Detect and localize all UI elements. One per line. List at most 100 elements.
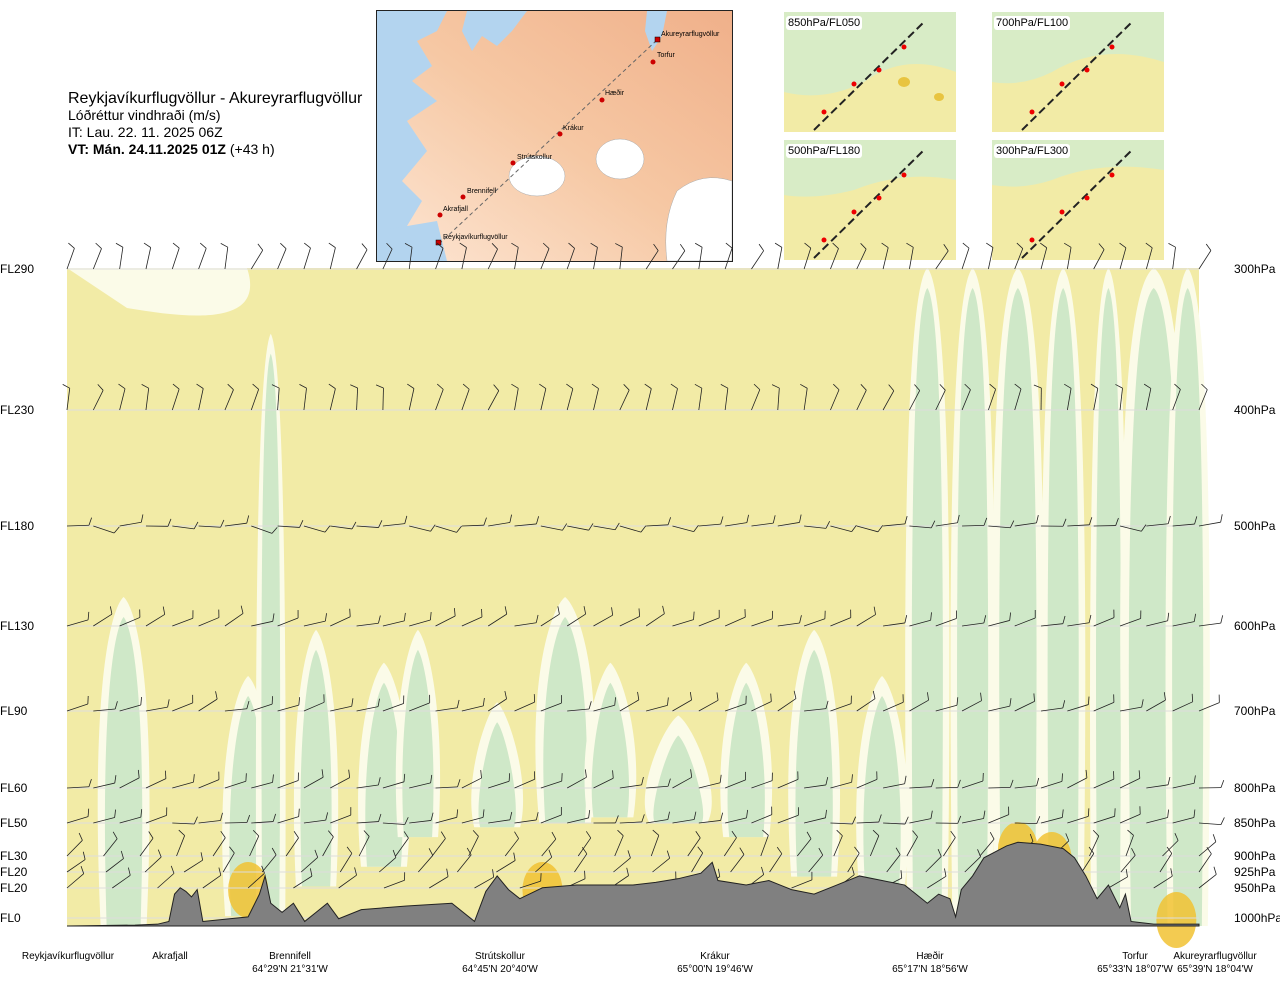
- waypoint-label-krakur: Krákur: [563, 125, 584, 132]
- wind-barb-shaft: [171, 247, 180, 270]
- wind-barb-feather: [641, 814, 645, 823]
- wind-barb-feather: [80, 866, 85, 874]
- y-label-right: 1000hPa: [1234, 911, 1280, 925]
- wind-barb-feather: [62, 384, 70, 389]
- x-location-name: Akureyrarflugvöllur: [1173, 951, 1257, 962]
- wind-barb-shaft: [540, 814, 562, 824]
- wind-barb-feather: [511, 242, 519, 248]
- wind-barb-shaft: [943, 837, 956, 857]
- wind-barb-shaft: [171, 388, 180, 411]
- wind-barb-feather: [462, 383, 470, 390]
- wind-barb-feather: [436, 242, 444, 249]
- wind-barb-shaft: [93, 525, 115, 534]
- wind-barb-shaft: [751, 701, 772, 712]
- wind-barb-feather: [825, 777, 829, 786]
- y-label-left: FL20: [0, 881, 28, 895]
- wind-barb-feather: [1090, 383, 1099, 389]
- wind-barb-shaft: [322, 836, 334, 857]
- wind-barb-feather: [97, 384, 104, 391]
- wind-barb-feather: [1193, 809, 1196, 818]
- wind-barb-feather: [535, 812, 539, 821]
- mini-map-700: 700hPa/FL100: [992, 12, 1164, 132]
- wind-barb-feather: [350, 384, 358, 389]
- wind-barb-feather: [652, 829, 660, 836]
- wind-barb-feather: [762, 829, 769, 836]
- wind-barb-shaft: [883, 523, 906, 527]
- wind-barb-shaft: [869, 835, 880, 857]
- wind-barb-feather: [825, 809, 827, 818]
- wind-barb-shaft: [409, 820, 432, 824]
- waypoint-marker-krakur: [557, 131, 563, 137]
- wind-barb-shaft: [833, 835, 843, 857]
- wind-barb-feather: [361, 243, 368, 250]
- x-location: Akureyrarflugvöllur 65°39'N 18°04'W: [1165, 950, 1265, 976]
- wind-barb-feather: [881, 242, 889, 248]
- wind-barb-feather: [377, 698, 380, 707]
- wind-barb-shaft: [300, 857, 318, 873]
- wind-barb-shaft: [961, 700, 982, 712]
- wind-barb-shaft: [1040, 707, 1063, 712]
- wind-barb-feather: [1138, 770, 1141, 779]
- wind-barb-shaft: [198, 388, 204, 411]
- wind-barb-shaft: [119, 816, 141, 824]
- wind-barb-feather: [1036, 777, 1040, 786]
- wind-barb-feather: [456, 809, 459, 818]
- wind-barb-feather: [584, 769, 587, 778]
- wind-barb-shaft: [172, 525, 195, 530]
- wind-barb-shaft: [803, 618, 826, 627]
- wind-barb-feather: [566, 383, 574, 390]
- wind-barb-shaft: [172, 822, 195, 825]
- wind-barb-shaft: [408, 247, 413, 270]
- wind-barb-feather: [483, 517, 487, 526]
- wind-barb-shaft: [935, 618, 957, 627]
- wind-barb-shaft: [619, 699, 640, 712]
- wind-barb-shaft: [435, 525, 457, 533]
- x-location-coord: 64°29'N 21°31'W: [252, 964, 328, 975]
- wind-barb-feather: [937, 848, 942, 857]
- wind-barb-feather: [1009, 612, 1011, 621]
- wind-barb-shaft: [882, 247, 889, 270]
- x-location: Reykjavíkurflugvöllur: [18, 950, 118, 963]
- wind-barb-shaft: [198, 525, 221, 528]
- wind-barb-shaft: [979, 838, 995, 857]
- wind-barb-feather: [354, 867, 357, 876]
- wind-barb-shaft: [1145, 247, 1153, 270]
- wind-barb-shaft: [856, 525, 879, 533]
- wind-barb-shaft: [1198, 841, 1217, 857]
- sea-west: [377, 11, 447, 261]
- wind-barb-shaft: [961, 247, 970, 270]
- wind-barb-shaft: [988, 786, 1011, 789]
- wind-barb-shaft: [906, 836, 918, 857]
- wind-barb-shaft: [382, 620, 405, 627]
- green-band-3: [365, 682, 403, 867]
- wind-barb-feather: [989, 383, 996, 390]
- wind-barb-shaft: [66, 786, 89, 789]
- wind-barb-shaft: [277, 617, 299, 627]
- wind-barb-shaft: [356, 622, 379, 627]
- wind-barb-feather: [240, 605, 244, 614]
- wind-barb-feather: [456, 699, 460, 708]
- wind-barb-feather: [539, 383, 547, 389]
- wind-barb-shaft: [672, 776, 692, 789]
- wind-barb-feather: [568, 242, 575, 249]
- wind-barb-shaft: [514, 778, 535, 789]
- wind-barb-shaft: [429, 876, 449, 889]
- chart-header: Reykjavíkurflugvöllur - Akureyrarflugvöl…: [68, 90, 362, 158]
- wind-barb-shaft: [487, 698, 507, 712]
- wind-barb-feather: [252, 383, 259, 390]
- wind-barb-shaft: [567, 525, 589, 531]
- wind-barb-feather: [623, 384, 630, 391]
- wind-barb-feather: [627, 850, 631, 859]
- wind-barb-feather: [617, 829, 624, 837]
- wind-barb-shaft: [145, 778, 167, 789]
- wind-barb-feather: [172, 383, 180, 390]
- wind-barbs: [62, 242, 1225, 889]
- wind-barb-feather: [456, 525, 462, 533]
- y-label-right: 800hPa: [1234, 781, 1276, 795]
- wind-barb-feather: [653, 243, 659, 251]
- wind-barb-shaft: [145, 614, 165, 627]
- wind-barb-feather: [614, 697, 616, 706]
- wind-barb-shaft: [461, 524, 484, 527]
- wind-barb-feather: [246, 515, 250, 524]
- wind-barb-feather: [930, 612, 932, 621]
